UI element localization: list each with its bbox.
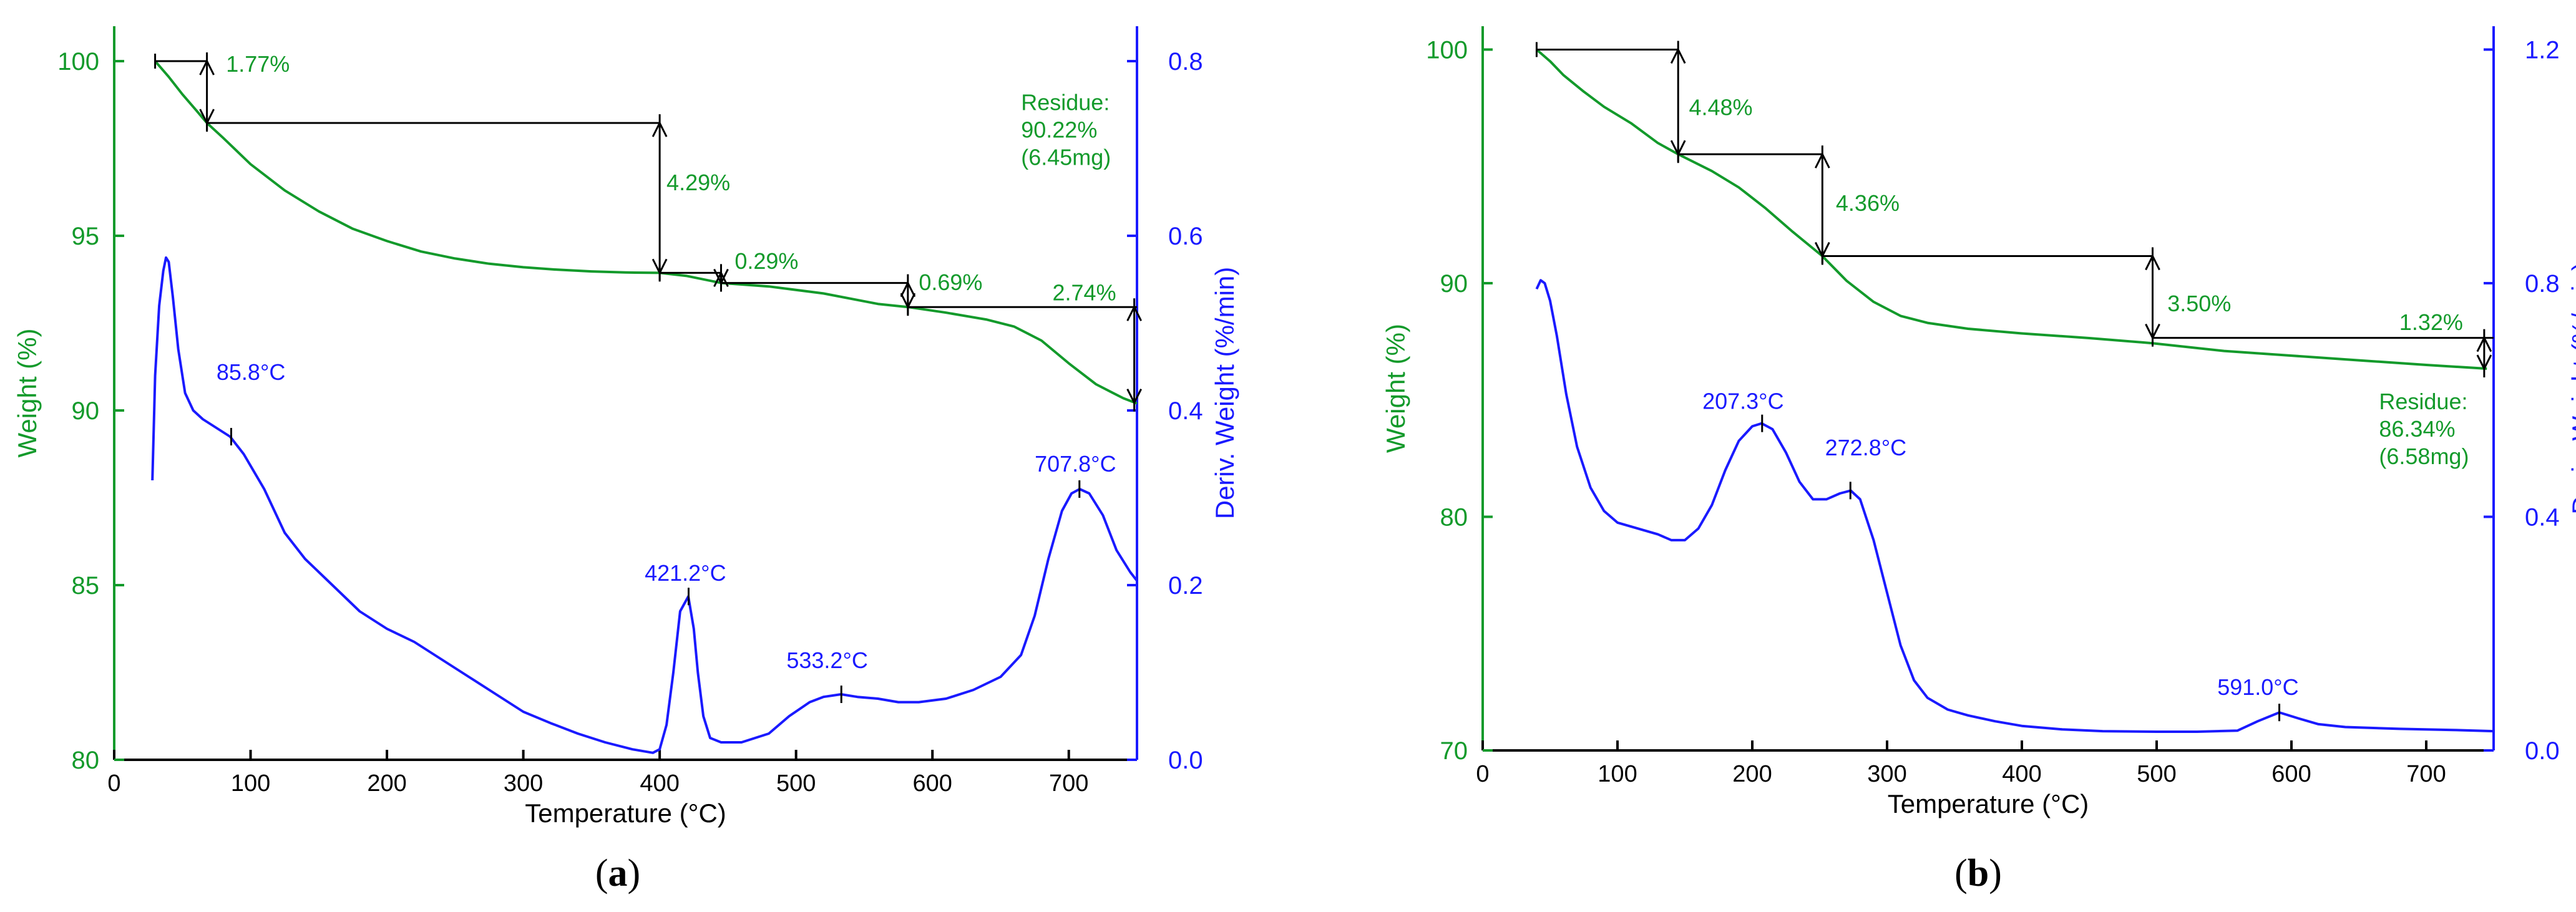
x-tick-label: 500 bbox=[776, 770, 816, 797]
residue-label-line: Residue: bbox=[1021, 89, 1110, 115]
weight-tick-label: 80 bbox=[72, 747, 100, 774]
step-percent-label: 1.32% bbox=[2399, 309, 2463, 335]
weight-tick-label: 85 bbox=[72, 572, 100, 599]
weight-axis-label: Weight (%) bbox=[12, 329, 42, 458]
step-arrowhead-up bbox=[1670, 47, 1686, 64]
x-tick-label: 0 bbox=[107, 770, 120, 797]
step-arrowhead-up bbox=[1814, 152, 1830, 168]
x-tick-label: 200 bbox=[367, 770, 406, 797]
deriv-tick-label: 0.0 bbox=[2525, 737, 2560, 765]
step-percent-label: 4.36% bbox=[1836, 190, 1900, 216]
deriv-axis-label: Deriv. Weight (%/min) bbox=[1210, 267, 1239, 520]
panel-a-chart: 0 100 200 300 400 500 600 700 80 85 90 95 100 0.0 0.2 0… bbox=[12, 26, 1239, 828]
x-tick-label: 400 bbox=[640, 770, 679, 797]
deriv-weight-curve bbox=[151, 256, 1138, 754]
panel-b-label: (b) bbox=[1954, 852, 2002, 895]
deriv-tick-label: 0.4 bbox=[2525, 503, 2560, 531]
residue-label-line: Residue: bbox=[2379, 389, 2467, 414]
step-arrowhead-up bbox=[1126, 304, 1142, 321]
weight-tick-label: 80 bbox=[1440, 503, 1468, 531]
x-tick-label: 100 bbox=[1598, 761, 1637, 787]
deriv-tick-label: 0.4 bbox=[1168, 397, 1203, 425]
step-percent-label: 4.29% bbox=[666, 170, 730, 195]
step-arrowhead-down bbox=[1126, 389, 1142, 405]
residue-label-line: (6.58mg) bbox=[2379, 444, 2469, 469]
x-tick-label: 300 bbox=[1867, 761, 1906, 787]
x-axis-label: Temperature (°C) bbox=[525, 798, 726, 828]
step-percent-label: 2.74% bbox=[1053, 280, 1116, 306]
step-percent-label: 0.69% bbox=[919, 269, 982, 295]
x-tick-label: 600 bbox=[912, 770, 952, 797]
weight-curve bbox=[1536, 48, 2487, 370]
weight-tick-label: 100 bbox=[1426, 36, 1468, 64]
weight-tick-label: 90 bbox=[1440, 270, 1468, 298]
residue-label-line: (6.45mg) bbox=[1021, 144, 1111, 170]
x-tick-label: 400 bbox=[2002, 761, 2041, 787]
x-tick-label: 300 bbox=[504, 770, 543, 797]
deriv-tick-label: 1.2 bbox=[2525, 36, 2560, 64]
residue-label-line: 86.34% bbox=[2379, 416, 2455, 442]
residue-label-line: 90.22% bbox=[1021, 117, 1097, 142]
x-axis-label: Temperature (°C) bbox=[1888, 789, 2089, 818]
peak-temperature-label: 421.2°C bbox=[645, 560, 726, 586]
x-tick-label: 600 bbox=[2271, 761, 2311, 787]
weight-curve bbox=[154, 60, 1138, 405]
peak-temperature-label: 207.3°C bbox=[1702, 388, 1783, 414]
deriv-weight-curve bbox=[1535, 279, 2494, 733]
x-tick-label: 200 bbox=[1732, 761, 1772, 787]
deriv-tick-label: 0.2 bbox=[1168, 572, 1203, 599]
weight-tick-label: 90 bbox=[72, 397, 100, 425]
step-arrowhead-up bbox=[2476, 336, 2492, 352]
panel-a-label: (a) bbox=[595, 852, 640, 895]
x-tick-label: 500 bbox=[2137, 761, 2176, 787]
panel-b-chart: 0 100 200 300 400 500 600 700 70 80 90 100 0.0 0.4 0.8… bbox=[1381, 26, 2576, 818]
weight-axis-label: Weight (%) bbox=[1381, 324, 1410, 453]
step-percent-label: 0.29% bbox=[734, 248, 798, 274]
peak-temperature-label: 591.0°C bbox=[2217, 674, 2298, 700]
step-percent-label: 4.48% bbox=[1689, 94, 1752, 120]
x-tick-label: 700 bbox=[2406, 761, 2446, 787]
step-arrowhead-down bbox=[2476, 354, 2492, 371]
peak-temperature-label: 533.2°C bbox=[786, 648, 867, 673]
deriv-tick-label: 0.6 bbox=[1168, 223, 1203, 250]
weight-tick-label: 70 bbox=[1440, 737, 1468, 765]
step-arrowhead-up bbox=[900, 281, 916, 298]
step-arrowhead-up bbox=[199, 59, 215, 75]
deriv-tick-label: 0.8 bbox=[2525, 270, 2560, 298]
weight-tick-label: 100 bbox=[57, 48, 99, 75]
step-arrowhead-up bbox=[2145, 254, 2160, 271]
deriv-tick-label: 0.0 bbox=[1168, 747, 1203, 774]
peak-temperature-label: 85.8°C bbox=[217, 359, 285, 385]
deriv-axis-label: Deriv. Weight (%/min) bbox=[2567, 262, 2576, 515]
step-percent-label: 3.50% bbox=[2167, 291, 2231, 316]
x-tick-label: 700 bbox=[1049, 770, 1088, 797]
deriv-tick-label: 0.8 bbox=[1168, 48, 1203, 75]
step-arrowhead-up bbox=[651, 120, 668, 137]
step-arrowhead-up bbox=[713, 271, 729, 288]
step-percent-label: 1.77% bbox=[226, 51, 290, 77]
x-tick-label: 100 bbox=[231, 770, 270, 797]
peak-temperature-label: 272.8°C bbox=[1825, 435, 1906, 460]
peak-temperature-label: 707.8°C bbox=[1035, 451, 1116, 477]
weight-tick-label: 95 bbox=[72, 223, 100, 250]
x-tick-label: 0 bbox=[1476, 761, 1489, 787]
